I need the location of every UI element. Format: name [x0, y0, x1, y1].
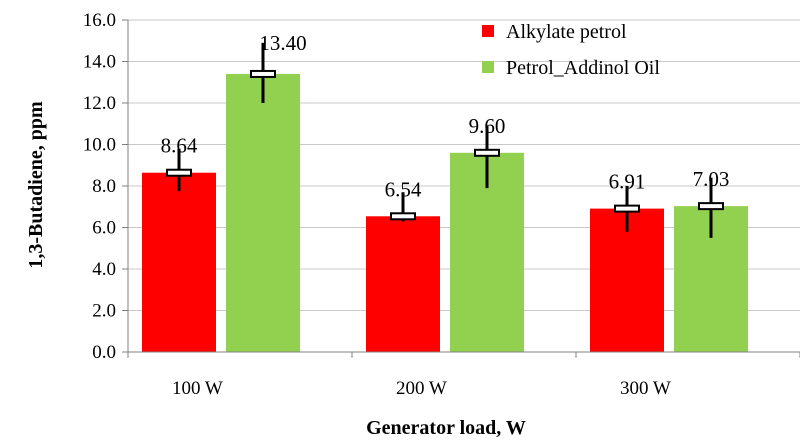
legend-label-petrol-addinol-oil: Petrol_Addinol Oil [506, 57, 660, 79]
mean-marker-petrol-addinol-oil-200-w [474, 148, 500, 157]
bars [142, 73, 748, 352]
data-labels: 8.64 13.40 6.54 9.60 6.91 7.03 [161, 31, 730, 201]
axes: 0.0 2.0 4.0 6.0 8.0 10.0 12.0 14.0 16.0 100 W 200 … [83, 10, 800, 399]
data-label-petrol-addinol-oil-200-w: 9.60 [469, 114, 506, 138]
bar-alkylate-petrol-100-w [142, 172, 216, 352]
y-tick-label: 12.0 [83, 93, 116, 114]
data-label-petrol-addinol-oil-300-w: 7.03 [693, 167, 730, 191]
y-tick-label: 8.0 [92, 176, 116, 197]
error-bars [166, 42, 724, 238]
mean-marker-petrol-addinol-oil-300-w [698, 202, 724, 211]
y-tick-label: 0.0 [92, 342, 116, 363]
y-tick-label: 10.0 [83, 135, 116, 156]
data-label-alkylate-petrol-200-w: 6.54 [385, 177, 422, 201]
data-label-alkylate-petrol-100-w: 8.64 [161, 134, 198, 158]
bar-alkylate-petrol-300-w [590, 208, 664, 352]
legend-swatch-petrol-addinol-oil [482, 61, 494, 73]
y-axis-title: 1,3-Butadiene, ppm [25, 101, 47, 269]
x-tick-label-100-w: 100 W [172, 378, 223, 399]
x-tick-label-300-w: 300 W [620, 378, 671, 399]
mean-marker-alkylate-petrol-300-w [614, 204, 640, 213]
data-label-alkylate-petrol-300-w: 6.91 [609, 170, 646, 194]
y-tick-label: 6.0 [92, 218, 116, 239]
legend: Alkylate petrol Petrol_Addinol Oil [482, 21, 660, 79]
y-tick-label: 14.0 [83, 52, 116, 73]
mean-marker-petrol-addinol-oil-100-w [250, 69, 276, 78]
x-axis-title: Generator load, W [366, 417, 526, 439]
bar-petrol-addinol-oil-100-w [226, 73, 300, 352]
bar-alkylate-petrol-200-w [366, 216, 440, 352]
y-tick-label: 4.0 [92, 259, 116, 280]
legend-label-alkylate-petrol: Alkylate petrol [506, 21, 627, 43]
data-label-petrol-addinol-oil-100-w: 13.40 [259, 31, 306, 55]
y-tick-label: 2.0 [92, 301, 116, 322]
x-tick-label-200-w: 200 W [396, 378, 447, 399]
y-tick-label: 16.0 [83, 10, 116, 31]
mean-marker-alkylate-petrol-100-w [166, 168, 192, 177]
legend-swatch-alkylate-petrol [482, 25, 494, 37]
mean-marker-alkylate-petrol-200-w [390, 212, 416, 221]
